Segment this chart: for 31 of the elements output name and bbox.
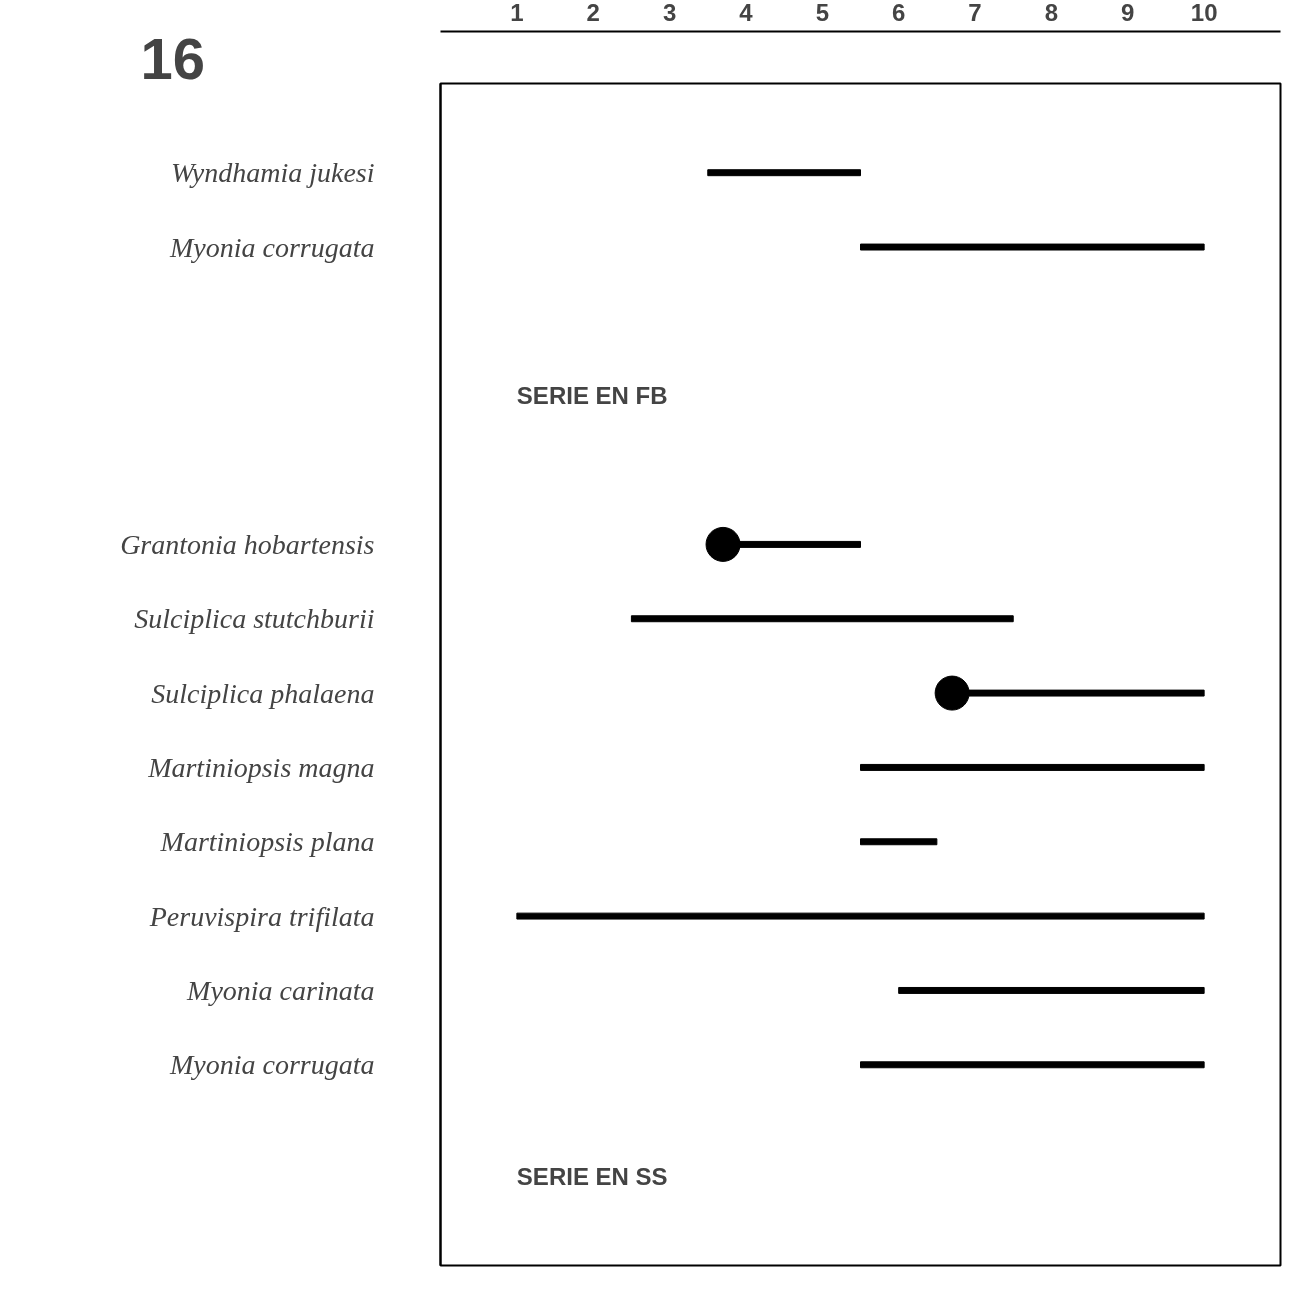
y-tick-label: Peruvispira trifilata bbox=[148, 900, 375, 932]
y-tick-label: Sulciplica stutchburii bbox=[134, 603, 375, 635]
bar bbox=[707, 169, 861, 177]
x-tick-label: 5 bbox=[815, 0, 829, 26]
y-tick-label: Grantonia hobartensis bbox=[120, 528, 375, 560]
y-tick-label: Myonia corrugata bbox=[168, 1049, 375, 1081]
annotation: SERIE EN SS bbox=[516, 1162, 668, 1190]
y-tick-label: Martiniopsis plana bbox=[159, 826, 375, 858]
y-tick-label: Martiniopsis magna bbox=[147, 751, 375, 783]
bar bbox=[860, 763, 1205, 771]
y-tick-label: Myonia corrugata bbox=[168, 231, 375, 263]
x-tick-label: 7 bbox=[968, 0, 982, 26]
x-tick-label: 6 bbox=[892, 0, 906, 26]
x-tick-label: 9 bbox=[1121, 0, 1135, 26]
x-tick-label: 1 bbox=[510, 0, 524, 26]
x-tick-label: 3 bbox=[662, 0, 677, 26]
x-tick-label: 8 bbox=[1044, 0, 1059, 26]
x-tick-label: 2 bbox=[586, 0, 600, 26]
bar bbox=[630, 615, 1014, 623]
bar bbox=[860, 838, 938, 846]
bar bbox=[860, 243, 1205, 251]
y-tick-label: Myonia carinata bbox=[186, 974, 375, 1006]
chart-title: 16 bbox=[140, 25, 206, 91]
annotation: SERIE EN FB bbox=[516, 382, 668, 410]
y-tick-label: Wyndhamia jukesi bbox=[171, 157, 375, 189]
bar bbox=[898, 986, 1205, 994]
y-tick-label: Sulciplica phalaena bbox=[151, 677, 375, 709]
x-tick-label: 10 bbox=[1190, 0, 1218, 26]
bar bbox=[860, 1061, 1205, 1069]
x-tick-label: 4 bbox=[739, 0, 754, 26]
bar bbox=[516, 912, 1205, 920]
